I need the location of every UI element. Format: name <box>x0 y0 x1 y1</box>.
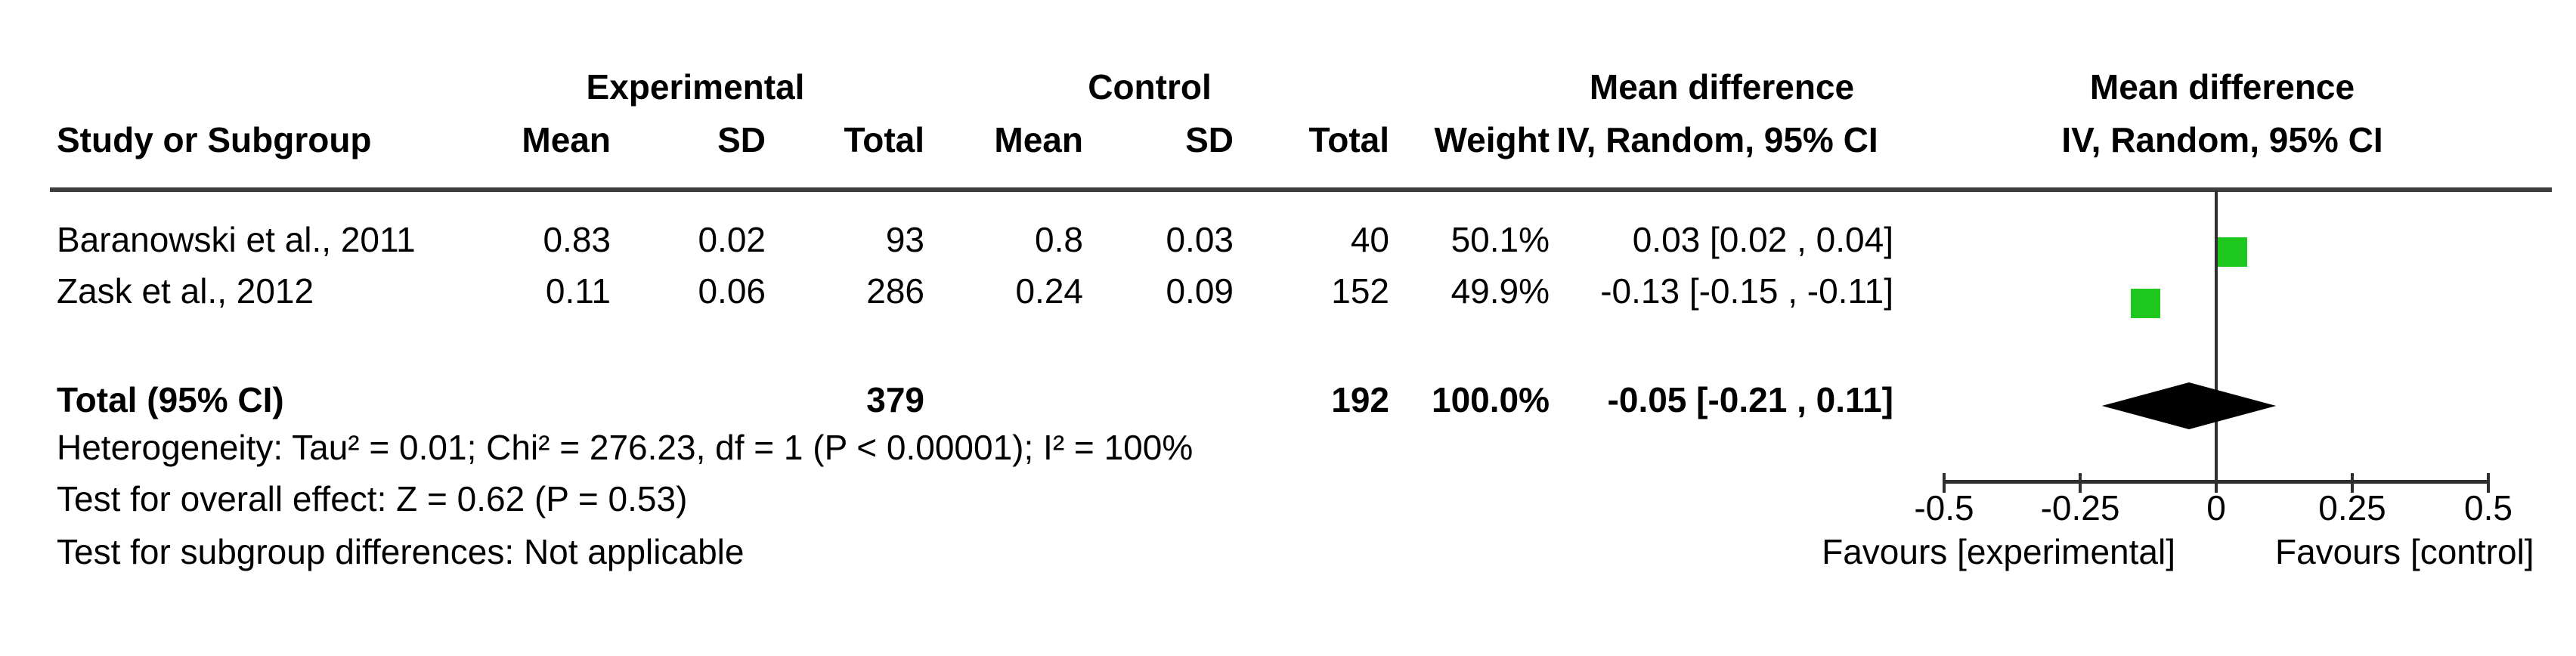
sd-exp-value: 0.02 <box>698 220 766 259</box>
total-exp-value: 93 <box>885 220 924 259</box>
study-marker-square <box>2218 237 2247 267</box>
axis-tick <box>2215 473 2218 493</box>
total-ci: -0.05 [-0.21 , 0.11] <box>1607 380 1893 419</box>
col-header-mean-ctrl: Mean <box>994 120 1083 159</box>
weight-value: 50.1% <box>1451 220 1550 259</box>
sd-exp-value: 0.06 <box>698 271 766 311</box>
axis-tick <box>1943 473 1946 493</box>
axis-tick <box>2079 473 2082 493</box>
mean-ctrl-value: 0.24 <box>1015 271 1083 311</box>
study-name: Zask et al., 2012 <box>57 271 314 311</box>
total-row-label: Total (95% CI) <box>57 380 284 419</box>
col-header-weight: Weight <box>1434 120 1550 159</box>
col-header-total-exp: Total <box>844 120 924 159</box>
group-header-mean-difference-text: Mean difference <box>1589 67 1855 107</box>
overall-effect-line: Test for overall effect: Z = 0.62 (P = 0… <box>57 479 688 518</box>
favours-left-label: Favours [experimental] <box>1822 532 2175 571</box>
study-name: Baranowski et al., 2011 <box>57 220 416 259</box>
axis-tick-label: -0.25 <box>2040 488 2120 528</box>
total-ctrl-value: 40 <box>1350 220 1389 259</box>
axis-tick-label: 0.25 <box>2318 488 2386 528</box>
group-header-experimental: Experimental <box>586 67 805 107</box>
sd-ctrl-value: 0.03 <box>1166 220 1234 259</box>
total-exp-value: 286 <box>866 271 924 311</box>
ci-value: 0.03 [0.02 , 0.04] <box>1632 220 1893 259</box>
weight-value: 49.9% <box>1451 271 1550 311</box>
sd-ctrl-value: 0.09 <box>1166 271 1234 311</box>
total-ctrl-sum: 192 <box>1331 380 1389 419</box>
col-header-study: Study or Subgroup <box>57 120 372 159</box>
group-header-control: Control <box>1088 67 1212 107</box>
mean-exp-value: 0.83 <box>543 220 611 259</box>
axis-tick-label: 0.5 <box>2464 488 2513 528</box>
total-weight: 100.0% <box>1431 380 1550 419</box>
col-header-sd-exp: SD <box>717 120 766 159</box>
favours-right-label: Favours [control] <box>2275 532 2534 571</box>
group-header-mean-difference-plot: Mean difference <box>2089 67 2355 107</box>
col-header-total-ctrl: Total <box>1308 120 1389 159</box>
heterogeneity-line: Heterogeneity: Tau² = 0.01; Chi² = 276.2… <box>57 428 1194 467</box>
col-header-mean-exp: Mean <box>522 120 611 159</box>
col-header-ci-plot: IV, Random, 95% CI <box>2061 120 2383 159</box>
header-divider <box>50 187 2552 192</box>
axis-tick <box>2487 473 2490 493</box>
mean-exp-value: 0.11 <box>545 271 611 311</box>
total-ctrl-value: 152 <box>1331 271 1389 311</box>
col-header-ci-text: IV, Random, 95% CI <box>1556 120 1878 159</box>
zero-line <box>2215 190 2218 483</box>
axis-tick <box>2351 473 2354 493</box>
mean-ctrl-value: 0.8 <box>1035 220 1083 259</box>
study-marker-square <box>2131 289 2160 318</box>
subgroup-test-line: Test for subgroup differences: Not appli… <box>57 532 745 571</box>
axis-tick-label: 0 <box>2206 488 2226 528</box>
col-header-sd-ctrl: SD <box>1185 120 1234 159</box>
total-exp-sum: 379 <box>866 380 924 419</box>
ci-value: -0.13 [-0.15 , -0.11] <box>1600 271 1893 311</box>
pooled-diamond <box>2101 382 2277 429</box>
axis-tick-label: -0.5 <box>1914 488 1974 528</box>
